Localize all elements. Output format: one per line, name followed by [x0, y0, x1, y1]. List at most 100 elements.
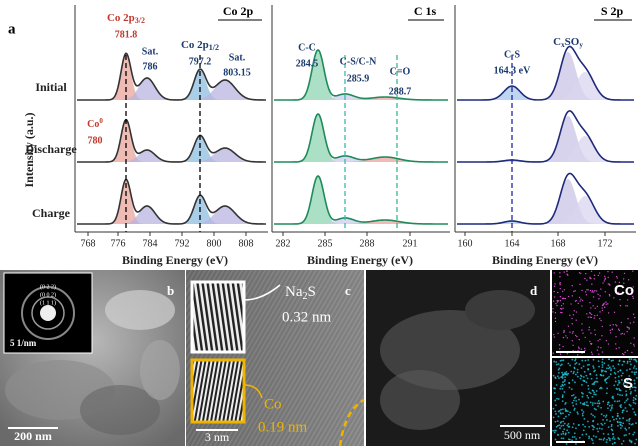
x-axis-label: Binding Energy (eV) [122, 253, 228, 267]
annotation-sub: y [579, 41, 583, 49]
map-dot [577, 354, 578, 355]
x-tick-label: 792 [175, 238, 190, 249]
map-dot [583, 376, 585, 378]
map-dot [574, 290, 575, 291]
x-tick-label: 784 [143, 238, 158, 249]
map-dot [574, 436, 576, 438]
map-dot [568, 414, 570, 416]
elemental-maps: CoS [552, 270, 638, 446]
map-dot [576, 311, 577, 312]
map-dot [563, 337, 564, 338]
map-dot [565, 298, 566, 299]
map-dot [606, 414, 608, 416]
map-dot [572, 402, 574, 404]
map-dot [614, 312, 615, 313]
map-dot [554, 296, 555, 297]
map-dot [562, 381, 564, 383]
map-dot [604, 307, 605, 308]
map-dot [597, 381, 599, 383]
map-dot [572, 426, 574, 428]
map-dot [625, 305, 626, 306]
map-dot [597, 405, 599, 407]
map-dot [609, 420, 611, 422]
map-dot [630, 364, 632, 366]
map-dot [582, 415, 584, 417]
map-dot [626, 400, 628, 402]
scale-bar-label: 500 nm [504, 428, 541, 442]
map-dot [626, 369, 628, 371]
map-dot [587, 369, 589, 371]
map-dot [565, 434, 567, 436]
map-dot [562, 308, 563, 309]
map-dot [562, 412, 564, 414]
annotation: 164.3 eV [494, 65, 531, 76]
map-dot [628, 279, 629, 280]
map-dot [602, 401, 604, 403]
map-dot [575, 427, 577, 429]
map-dot [591, 283, 592, 284]
map-dot [591, 314, 592, 315]
map-dot [634, 443, 636, 445]
map-dot [582, 434, 584, 436]
map-dot [635, 395, 637, 397]
map-dot [564, 271, 565, 272]
map-dot [592, 429, 594, 431]
map-dot [594, 308, 595, 309]
map-dot [602, 282, 603, 283]
map-dot [604, 279, 605, 280]
map-dot [604, 362, 606, 364]
map-dot [564, 423, 566, 425]
map-dot [606, 392, 608, 394]
map-dot [562, 400, 564, 402]
map-dot [590, 316, 591, 317]
map-dot [607, 303, 608, 304]
map-dot [561, 384, 563, 386]
map-dot [583, 403, 585, 405]
map-dot [609, 325, 610, 326]
x-tick-label: 282 [276, 238, 291, 249]
annotation-part: SO [565, 36, 580, 48]
map-dot [581, 290, 582, 291]
map-dot [602, 358, 604, 360]
panel-label: d [530, 283, 538, 298]
map-dot [579, 300, 580, 301]
map-dot [565, 335, 566, 336]
map-dot [576, 411, 578, 413]
map-dot [608, 401, 610, 403]
map-dot [555, 377, 557, 379]
map-dot [588, 317, 589, 318]
map-dot [560, 365, 562, 367]
map-dot [621, 364, 623, 366]
map-dot [620, 404, 622, 406]
map-dot [587, 385, 589, 387]
map-dot [605, 378, 607, 380]
map-dot [634, 386, 636, 388]
map-dot [599, 295, 600, 296]
map-dot [573, 291, 574, 292]
map-dot [599, 388, 601, 390]
map-dot [593, 371, 595, 373]
map-dot [613, 436, 615, 438]
map-dot [634, 365, 636, 367]
map-dot [575, 403, 577, 405]
map-dot [604, 422, 606, 424]
map-dot [560, 312, 561, 313]
map-dot [603, 437, 605, 439]
map-dot [614, 377, 616, 379]
map-dot [555, 413, 557, 415]
map-dot [588, 437, 590, 439]
map-dot [606, 367, 608, 369]
map-dot [625, 434, 627, 436]
map-dot [598, 353, 599, 354]
map-dot [559, 272, 560, 273]
map-dot [615, 343, 616, 344]
map-dot [563, 330, 564, 331]
map-dot [608, 312, 609, 313]
map-dot [552, 430, 554, 432]
subpanel-title: C 1s [414, 4, 437, 18]
map-dot [620, 333, 621, 334]
map-dot [624, 273, 625, 274]
map-dot [568, 296, 569, 297]
x-tick-label: 776 [111, 238, 126, 249]
map-label: S [623, 375, 633, 392]
